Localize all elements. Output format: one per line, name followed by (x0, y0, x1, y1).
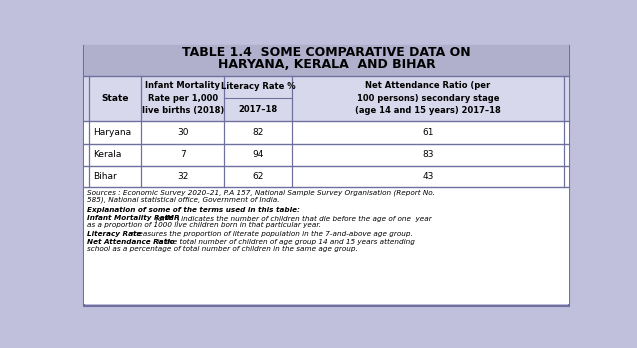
Text: Haryana: Haryana (93, 128, 131, 137)
Text: TABLE 1.4  SOME COMPARATIVE DATA ON: TABLE 1.4 SOME COMPARATIVE DATA ON (182, 46, 471, 59)
Bar (83, 76, 569, 303)
Text: IMR: IMR (164, 215, 180, 221)
Text: Bihar: Bihar (93, 172, 117, 181)
Text: Net Attendance Ratio: Net Attendance Ratio (87, 239, 175, 245)
Text: 43: 43 (422, 172, 434, 181)
Text: school as a percentage of total number of children in the same age group.: school as a percentage of total number o… (87, 246, 357, 252)
Text: 32: 32 (177, 172, 189, 181)
Text: (or: (or (153, 215, 168, 222)
Text: as a proportion of 1000 live children born in that particular year.: as a proportion of 1000 live children bo… (87, 222, 320, 228)
Text: Infant Mortality
Rate per 1,000
live births (2018): Infant Mortality Rate per 1,000 live bir… (141, 81, 224, 115)
Text: 94: 94 (253, 150, 264, 159)
Text: 2017–18: 2017–18 (239, 105, 278, 114)
Text: 62: 62 (253, 172, 264, 181)
Text: 83: 83 (422, 150, 434, 159)
Text: Explanation of some of the terms used in this table:: Explanation of some of the terms used in… (87, 207, 299, 213)
Text: ) indicates the number of children that die before the age of one  year: ) indicates the number of children that … (176, 215, 433, 222)
Text: Kerala: Kerala (93, 150, 122, 159)
Text: State: State (101, 94, 129, 103)
Text: 585), National statistical office, Government of India.: 585), National statistical office, Gover… (87, 197, 279, 203)
Text: HARYANA, KERALA  AND BIHAR: HARYANA, KERALA AND BIHAR (218, 58, 435, 71)
Bar (83, 45, 569, 76)
Text: is the total number of children of age group 14 and 15 years attending: is the total number of children of age g… (155, 239, 415, 245)
Text: Sources : Economic Survey 2020–21, P.A 157, National Sample Survey Organisation : Sources : Economic Survey 2020–21, P.A 1… (87, 190, 434, 196)
Text: 30: 30 (177, 128, 189, 137)
Text: Literacy Rate: Literacy Rate (87, 230, 141, 237)
Text: measures the proportion of literate population in the 7-and-above age group.: measures the proportion of literate popu… (129, 230, 413, 237)
Text: 82: 82 (253, 128, 264, 137)
Text: 7: 7 (180, 150, 185, 159)
Text: Infant Mortality Rate: Infant Mortality Rate (87, 215, 173, 221)
Bar (83, 76, 569, 121)
Text: Net Attendance Ratio (per
100 persons) secondary stage
(age 14 and 15 years) 201: Net Attendance Ratio (per 100 persons) s… (355, 81, 501, 115)
Text: Literacy Rate %: Literacy Rate % (221, 82, 296, 92)
Text: 61: 61 (422, 128, 434, 137)
